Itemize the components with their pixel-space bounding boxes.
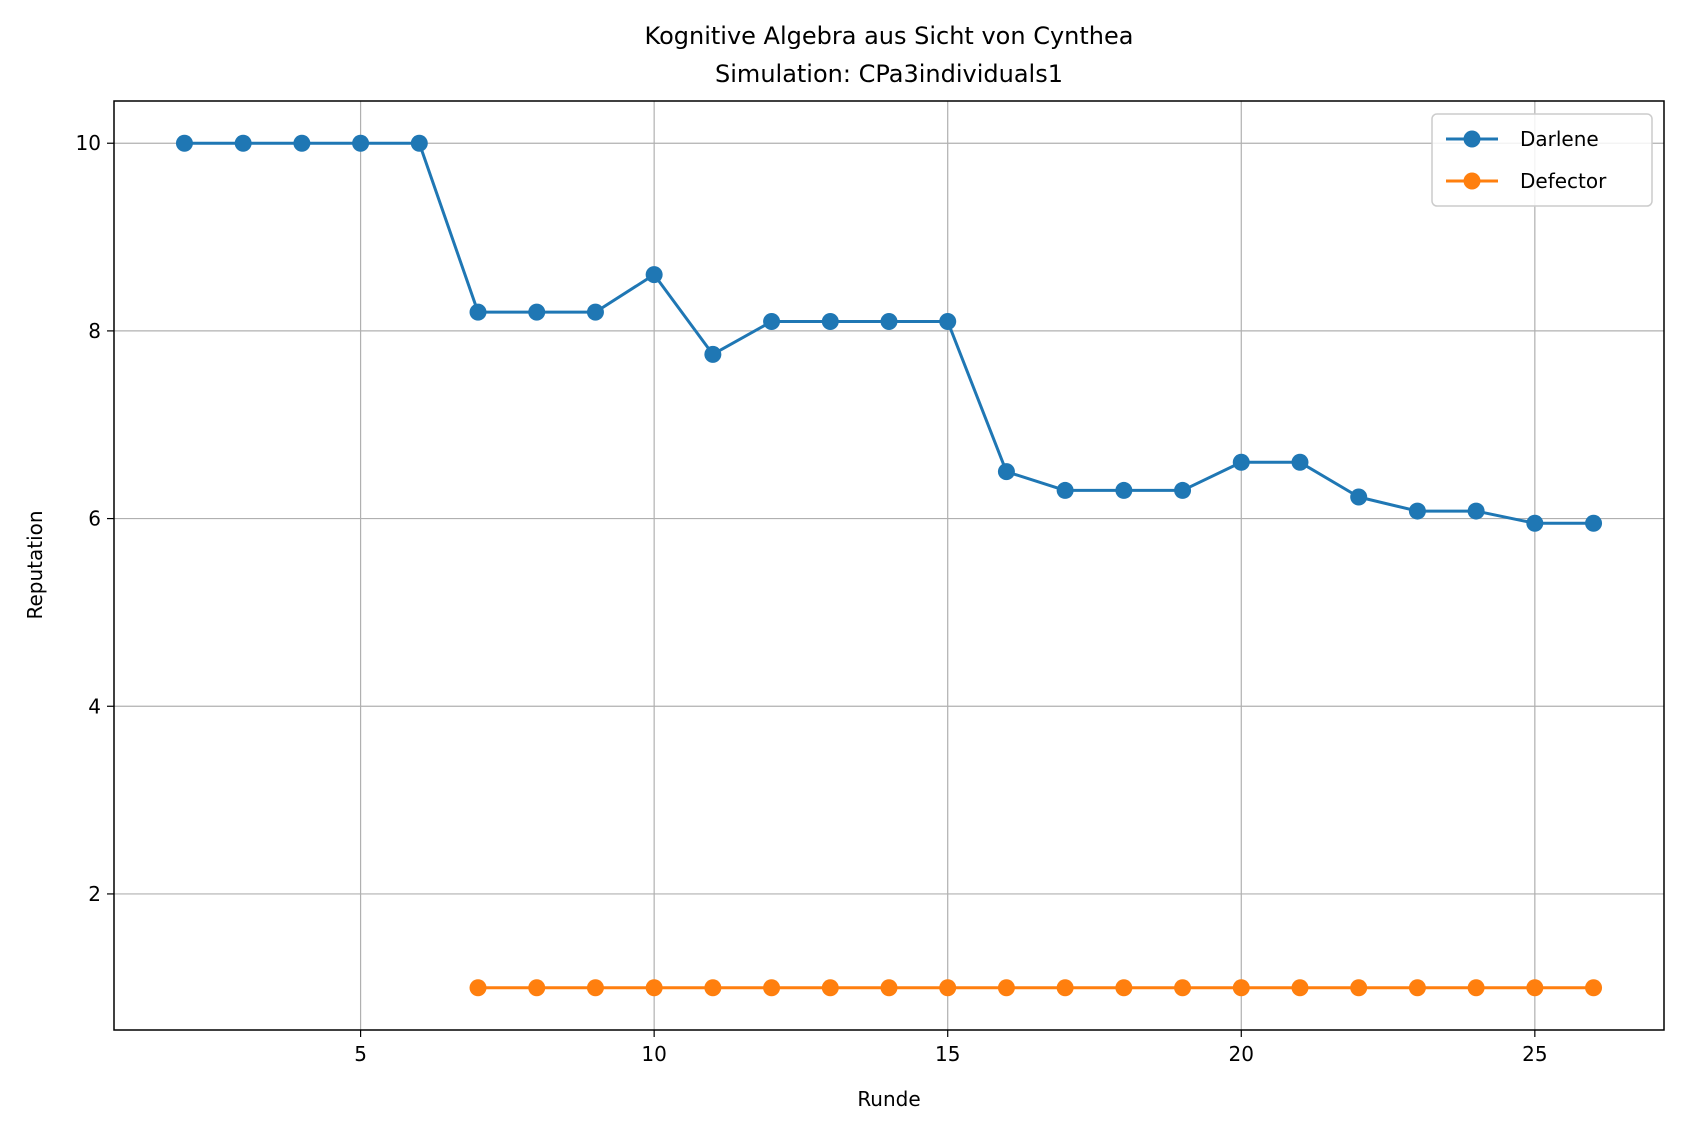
y-tick-label: 4 bbox=[88, 694, 101, 718]
data-point-darlene bbox=[880, 313, 898, 331]
legend-label-darlene: Darlene bbox=[1520, 127, 1599, 151]
x-axis-label: Runde bbox=[857, 1087, 920, 1111]
chart-subtitle: Simulation: CPa3individuals1 bbox=[715, 60, 1063, 88]
data-point-darlene bbox=[939, 313, 957, 331]
y-tick-label: 10 bbox=[76, 131, 101, 155]
data-point-darlene bbox=[645, 266, 663, 284]
data-point-defector bbox=[469, 979, 487, 997]
x-tick-label: 15 bbox=[935, 1042, 960, 1066]
data-point-darlene bbox=[1115, 481, 1133, 499]
data-point-defector bbox=[1232, 979, 1250, 997]
data-point-darlene bbox=[410, 134, 428, 152]
data-point-defector bbox=[997, 979, 1015, 997]
data-point-darlene bbox=[1526, 514, 1544, 532]
data-point-darlene bbox=[1174, 481, 1192, 499]
data-point-defector bbox=[645, 979, 663, 997]
y-tick-label: 2 bbox=[88, 882, 101, 906]
data-point-darlene bbox=[1350, 488, 1368, 506]
data-point-defector bbox=[880, 979, 898, 997]
data-point-defector bbox=[1526, 979, 1544, 997]
legend-label-defector: Defector bbox=[1520, 169, 1607, 193]
y-tick-label: 6 bbox=[88, 507, 101, 531]
data-point-defector bbox=[763, 979, 781, 997]
data-point-defector bbox=[704, 979, 722, 997]
data-point-darlene bbox=[1585, 514, 1603, 532]
data-point-darlene bbox=[1467, 502, 1485, 520]
plot-frame bbox=[113, 100, 1665, 1031]
legend-marker-darlene bbox=[1463, 130, 1481, 148]
legend-box bbox=[1431, 113, 1653, 207]
data-point-defector bbox=[1174, 979, 1192, 997]
series-group bbox=[175, 134, 1603, 997]
grid bbox=[114, 101, 1664, 1030]
data-point-defector bbox=[1467, 979, 1485, 997]
data-point-defector bbox=[1408, 979, 1426, 997]
x-tick-label: 20 bbox=[1229, 1042, 1254, 1066]
data-point-darlene bbox=[1056, 481, 1074, 499]
axis-ticks: 5 10 15 20 25 2 4 6 8 10 bbox=[76, 131, 1548, 1066]
data-point-defector bbox=[821, 979, 839, 997]
data-point-darlene bbox=[586, 303, 604, 321]
data-point-defector bbox=[528, 979, 546, 997]
data-point-defector bbox=[939, 979, 957, 997]
legend-marker-defector bbox=[1463, 172, 1481, 190]
legend: Darlene Defector bbox=[1431, 113, 1653, 207]
data-point-defector bbox=[1350, 979, 1368, 997]
y-tick-label: 8 bbox=[88, 319, 101, 343]
x-tick-label: 5 bbox=[354, 1042, 367, 1066]
data-point-darlene bbox=[997, 463, 1015, 481]
data-point-darlene bbox=[1232, 453, 1250, 471]
data-point-darlene bbox=[293, 134, 311, 152]
series-defector bbox=[469, 979, 1603, 997]
data-point-darlene bbox=[821, 313, 839, 331]
x-tick-label: 10 bbox=[641, 1042, 666, 1066]
data-point-darlene bbox=[352, 134, 370, 152]
data-point-defector bbox=[586, 979, 604, 997]
data-point-darlene bbox=[763, 313, 781, 331]
data-point-defector bbox=[1115, 979, 1133, 997]
y-axis-label: Reputation bbox=[23, 510, 47, 619]
data-point-darlene bbox=[704, 345, 722, 363]
data-point-darlene bbox=[528, 303, 546, 321]
chart-title: Kognitive Algebra aus Sicht von Cynthea bbox=[645, 22, 1134, 50]
data-point-defector bbox=[1056, 979, 1074, 997]
data-point-darlene bbox=[1408, 502, 1426, 520]
data-point-darlene bbox=[1291, 453, 1309, 471]
x-tick-label: 25 bbox=[1522, 1042, 1547, 1066]
series-darlene bbox=[175, 134, 1603, 532]
data-point-darlene bbox=[175, 134, 193, 152]
data-point-darlene bbox=[234, 134, 252, 152]
data-point-defector bbox=[1291, 979, 1309, 997]
data-point-defector bbox=[1585, 979, 1603, 997]
data-point-darlene bbox=[469, 303, 487, 321]
